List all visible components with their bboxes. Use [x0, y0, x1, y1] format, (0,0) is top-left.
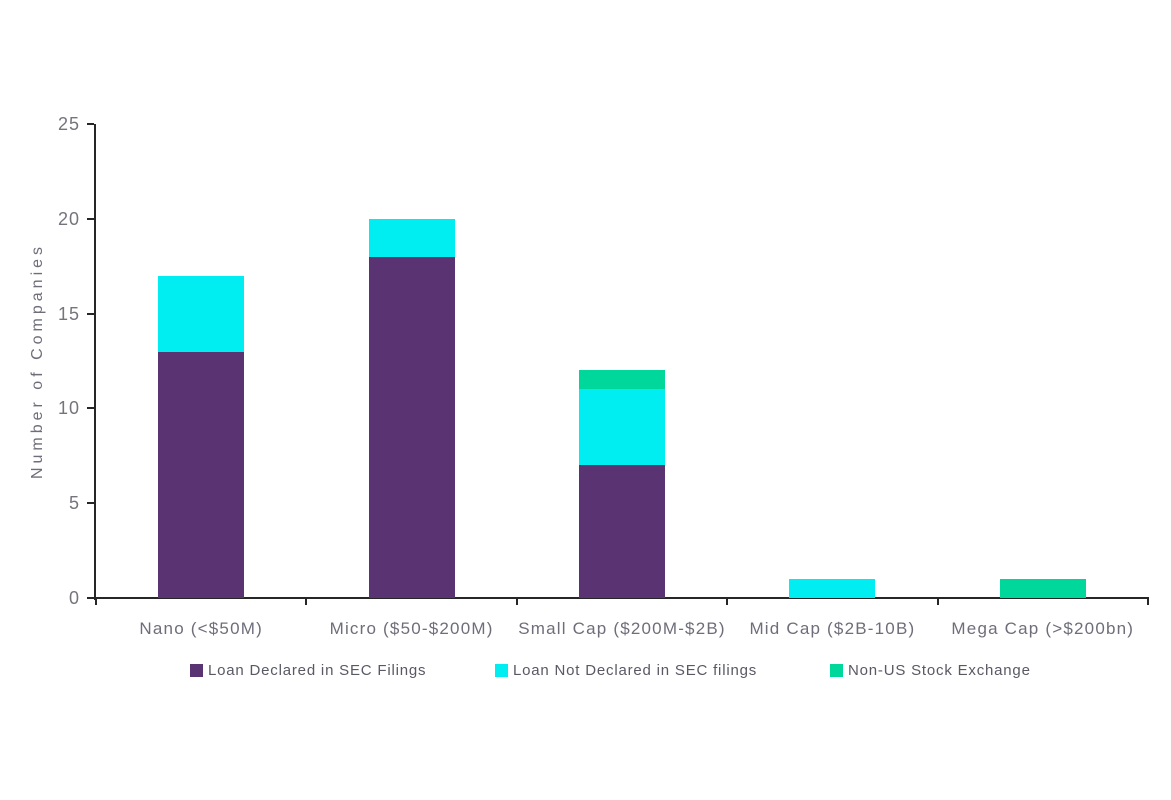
y-tick-mark: [87, 217, 94, 220]
bar-segment: [368, 218, 455, 257]
x-tick-mark: [936, 597, 939, 605]
legend-item: Non-US Stock Exchange: [830, 660, 1031, 680]
y-axis-line: [94, 124, 96, 600]
legend-swatch-icon: [495, 663, 508, 677]
x-category-label: Mega Cap (>$200bn): [951, 619, 1135, 638]
bar-segment: [999, 579, 1086, 598]
bar-segment: [368, 256, 455, 598]
legend-label: Loan Declared in SEC Filings: [208, 661, 427, 679]
legend-swatch-icon: [190, 663, 203, 677]
x-tick-mark: [305, 597, 308, 605]
y-tick-mark: [87, 312, 94, 315]
x-category-label: Mid Cap ($2B-10B): [749, 619, 916, 638]
y-tick-mark: [87, 502, 94, 505]
x-tick-mark: [726, 597, 729, 605]
bar-segment: [579, 465, 665, 598]
bar-segment: [789, 579, 876, 598]
x-tick-mark: [1147, 597, 1149, 605]
legend-label: Loan Not Declared in SEC filings: [513, 661, 758, 679]
bar-segment: [158, 351, 245, 598]
y-axis-title: Number of Companies: [29, 242, 46, 480]
y-tick-label: 20: [57, 208, 80, 229]
bar-segment: [579, 370, 665, 390]
y-tick-label: 0: [68, 588, 80, 608]
legend-item: Loan Declared in SEC Filings: [190, 660, 426, 680]
y-tick-label: 25: [57, 114, 80, 134]
legend-item: Loan Not Declared in SEC filings: [495, 660, 757, 680]
bar-segment: [579, 389, 665, 466]
x-axis-line: [94, 597, 1148, 599]
y-tick-mark: [87, 407, 94, 410]
y-tick-label: 10: [57, 398, 80, 419]
x-category-label: Nano (<$50M): [139, 619, 263, 638]
x-tick-mark: [515, 597, 518, 605]
y-tick-label: 15: [57, 303, 80, 324]
x-category-label: Small Cap ($200M-$2B): [518, 619, 726, 638]
legend-swatch-icon: [830, 663, 843, 677]
y-tick-label: 5: [68, 493, 80, 514]
legend-label: Non-US Stock Exchange: [848, 661, 1031, 679]
x-tick-mark: [95, 597, 97, 605]
bar-segment: [158, 275, 245, 352]
y-tick-mark: [87, 597, 94, 599]
x-category-label: Micro ($50-$200M): [329, 619, 494, 638]
y-tick-mark: [87, 123, 94, 125]
